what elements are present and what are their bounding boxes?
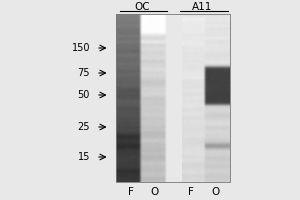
Text: F: F: [188, 187, 194, 197]
Text: 15: 15: [78, 152, 90, 162]
Text: F: F: [128, 187, 134, 197]
Text: OC: OC: [135, 2, 150, 12]
Text: 75: 75: [77, 68, 90, 78]
Bar: [167, 14, 182, 182]
Text: O: O: [212, 187, 220, 197]
Text: 150: 150: [71, 43, 90, 53]
Bar: [116, 14, 230, 182]
Text: O: O: [150, 187, 159, 197]
Text: 50: 50: [78, 90, 90, 100]
Text: A11: A11: [192, 2, 213, 12]
Text: 25: 25: [77, 122, 90, 132]
